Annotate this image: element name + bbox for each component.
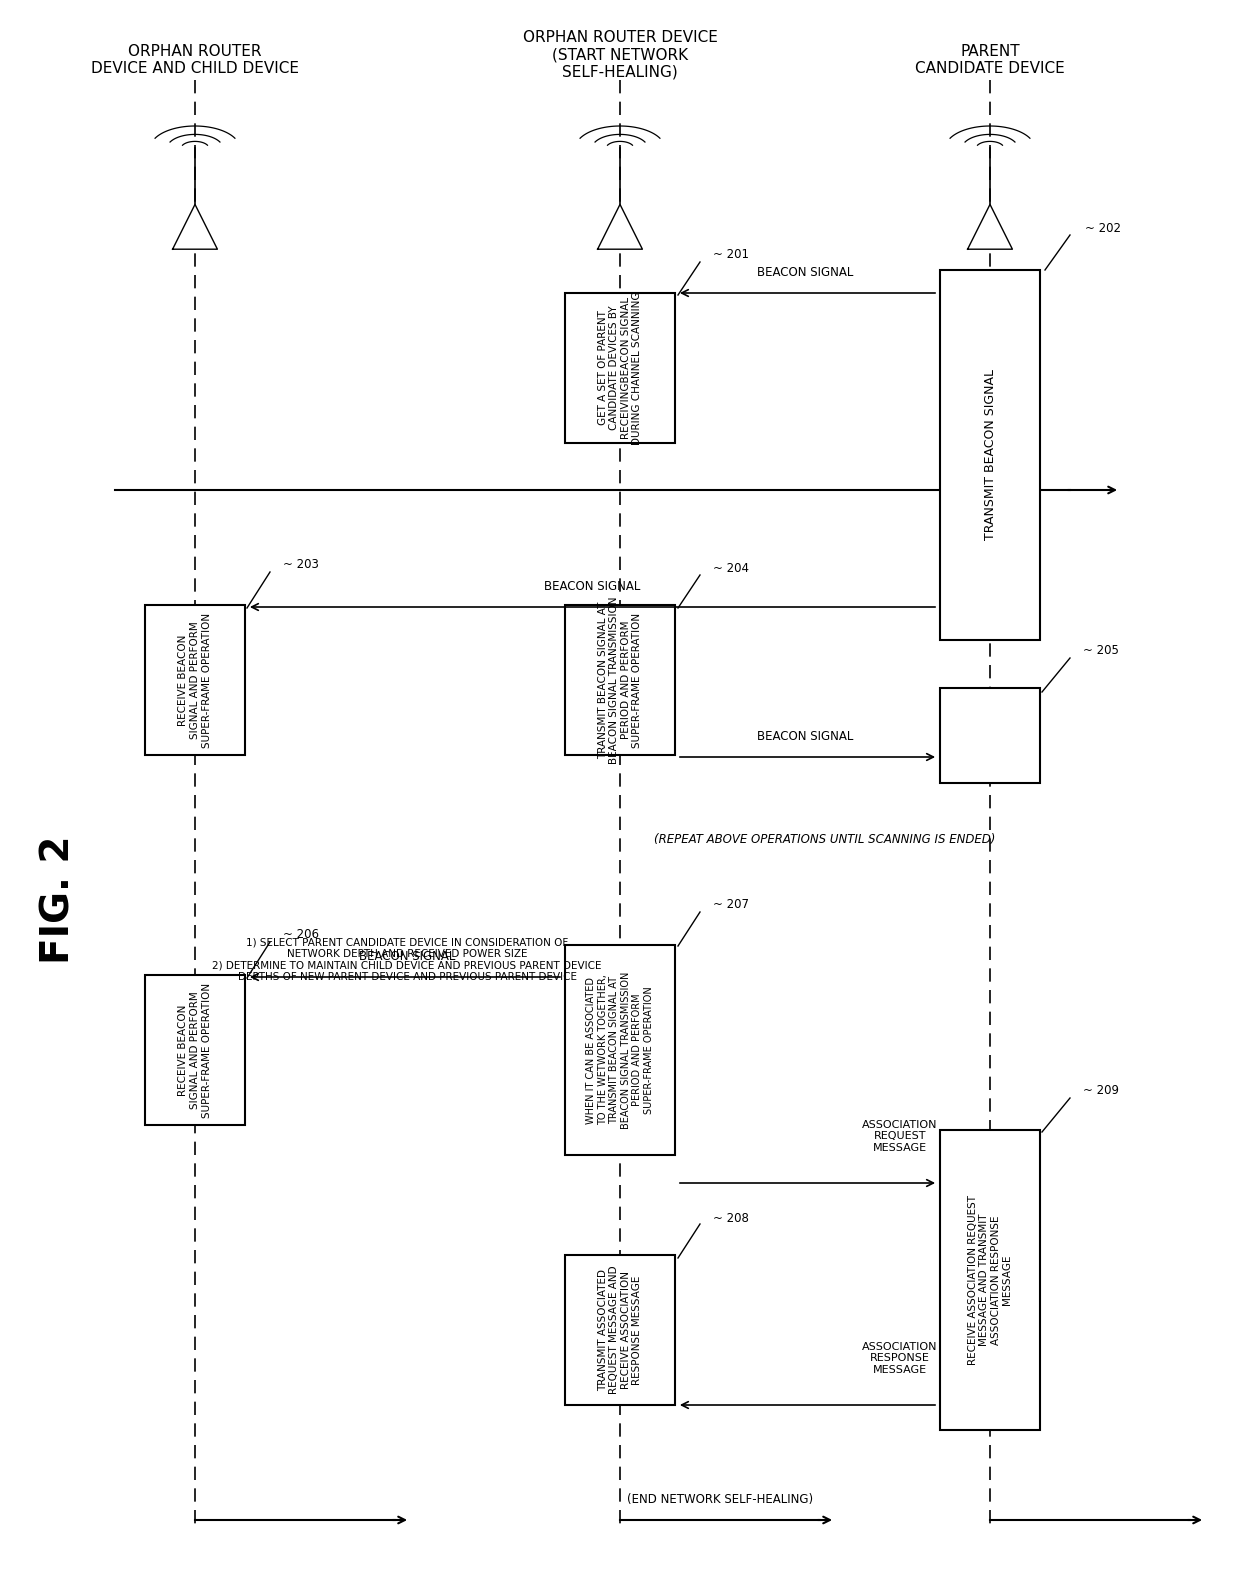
Bar — [940, 1131, 1040, 1430]
Text: RECEIVE ASSOCIATION REQUEST
MESSAGE AND TRANSMIT
ASSOCIATION RESPONSE
MESSAGE: RECEIVE ASSOCIATION REQUEST MESSAGE AND … — [967, 1195, 1012, 1366]
Bar — [145, 606, 246, 755]
Text: WHEN IT CAN BE ASSOCIATED
TO THE WETWORK TOGETHER,
TRANSMIT BEACON SIGNAL AT
BEA: WHEN IT CAN BE ASSOCIATED TO THE WETWORK… — [587, 971, 653, 1129]
Text: ~ 207: ~ 207 — [713, 899, 749, 912]
Text: ~ 208: ~ 208 — [713, 1211, 749, 1224]
Text: (END NETWORK SELF-HEALING): (END NETWORK SELF-HEALING) — [627, 1493, 813, 1506]
Text: ~ 201: ~ 201 — [713, 249, 749, 262]
Text: RECEIVE BEACON
SIGNAL AND PERFORM
SUPER-FRAME OPERATION: RECEIVE BEACON SIGNAL AND PERFORM SUPER-… — [179, 612, 212, 747]
Text: RECEIVE BEACON
SIGNAL AND PERFORM
SUPER-FRAME OPERATION: RECEIVE BEACON SIGNAL AND PERFORM SUPER-… — [179, 982, 212, 1118]
Text: ~ 202: ~ 202 — [1085, 221, 1121, 235]
Bar — [940, 270, 1040, 640]
Text: BEACON SIGNAL: BEACON SIGNAL — [358, 949, 455, 964]
Text: ~ 204: ~ 204 — [713, 561, 749, 574]
Text: GET A SET OF PARENT
CANDIDATE DEVICES BY
RECEIVINGBEACON SIGNAL
DURING CHANNEL S: GET A SET OF PARENT CANDIDATE DEVICES BY… — [598, 292, 642, 445]
Text: (REPEAT ABOVE OPERATIONS UNTIL SCANNING IS ENDED): (REPEAT ABOVE OPERATIONS UNTIL SCANNING … — [655, 834, 996, 847]
Polygon shape — [967, 205, 1012, 249]
Polygon shape — [598, 205, 642, 249]
Text: BEACON SIGNAL: BEACON SIGNAL — [544, 580, 640, 593]
Text: ~ 205: ~ 205 — [1083, 645, 1118, 658]
Bar — [565, 945, 675, 1154]
Text: TRANSMIT BEACON SIGNAL: TRANSMIT BEACON SIGNAL — [983, 369, 997, 541]
Text: 1) SELECT PARENT CANDIDATE DEVICE IN CONSIDERATION OF
NETWORK DEPTH AND RECEIVED: 1) SELECT PARENT CANDIDATE DEVICE IN CON… — [212, 938, 601, 982]
Text: PARENT
CANDIDATE DEVICE: PARENT CANDIDATE DEVICE — [915, 44, 1065, 76]
Text: ASSOCIATION
REQUEST
MESSAGE: ASSOCIATION REQUEST MESSAGE — [862, 1120, 937, 1153]
Bar — [565, 1255, 675, 1405]
Text: BEACON SIGNAL: BEACON SIGNAL — [756, 730, 853, 743]
Text: ORPHAN ROUTER DEVICE
(START NETWORK
SELF-HEALING): ORPHAN ROUTER DEVICE (START NETWORK SELF… — [522, 30, 718, 80]
Bar — [940, 688, 1040, 784]
Text: ~ 203: ~ 203 — [283, 558, 319, 571]
Text: ~ 206: ~ 206 — [283, 929, 319, 941]
Text: ASSOCIATION
RESPONSE
MESSAGE: ASSOCIATION RESPONSE MESSAGE — [862, 1342, 937, 1375]
Polygon shape — [172, 205, 217, 249]
Bar — [145, 975, 246, 1124]
Text: ~ 209: ~ 209 — [1083, 1085, 1118, 1098]
Text: BEACON SIGNAL: BEACON SIGNAL — [756, 267, 853, 279]
Text: TRANSMIT ASSOCIATED
REQUEST MESSAGE AND
RECEIVE ASSOCIATION
RESPONSE MESSAGE: TRANSMIT ASSOCIATED REQUEST MESSAGE AND … — [598, 1266, 642, 1394]
Text: TRANSMIT BEACON SIGNAL AT
BEACON SIGNAL TRANSMISSION
PERIOD AND PERFORM
SUPER-FR: TRANSMIT BEACON SIGNAL AT BEACON SIGNAL … — [598, 596, 642, 763]
Bar — [565, 293, 675, 443]
Text: FIG. 2: FIG. 2 — [38, 836, 77, 964]
Bar — [565, 606, 675, 755]
Text: ORPHAN ROUTER
DEVICE AND CHILD DEVICE: ORPHAN ROUTER DEVICE AND CHILD DEVICE — [91, 44, 299, 76]
